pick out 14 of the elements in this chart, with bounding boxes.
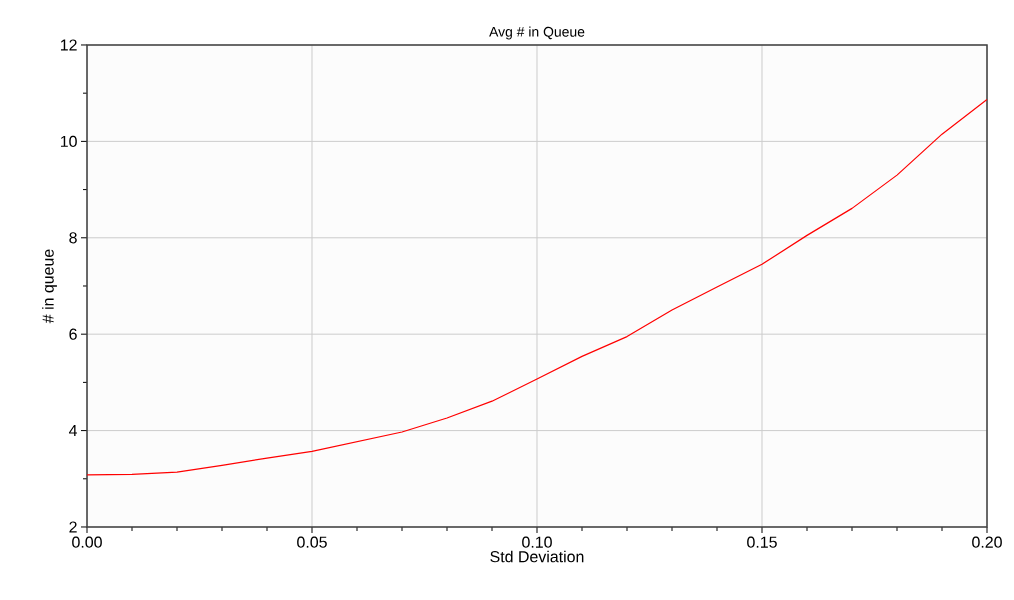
x-tick-label: 0.20: [972, 536, 1002, 548]
y-tick-label: 8: [69, 232, 77, 244]
y-axis-title: # in queue: [42, 249, 57, 324]
y-tick-label: 10: [60, 135, 77, 148]
y-tick-label: 2: [69, 521, 77, 533]
y-tick-label: 4: [68, 425, 78, 437]
x-tick-label: 0.15: [747, 536, 777, 548]
x-tick-label: 0.10: [522, 536, 552, 548]
y-tick-label: 6: [69, 328, 77, 340]
x-axis-title: Std Deviation: [490, 550, 584, 563]
y-tick-label: 12: [60, 39, 77, 51]
chart-title: Avg # in Queue: [489, 26, 585, 40]
x-tick-label: 0.05: [297, 536, 327, 548]
x-tick-label: 0.00: [72, 536, 102, 548]
